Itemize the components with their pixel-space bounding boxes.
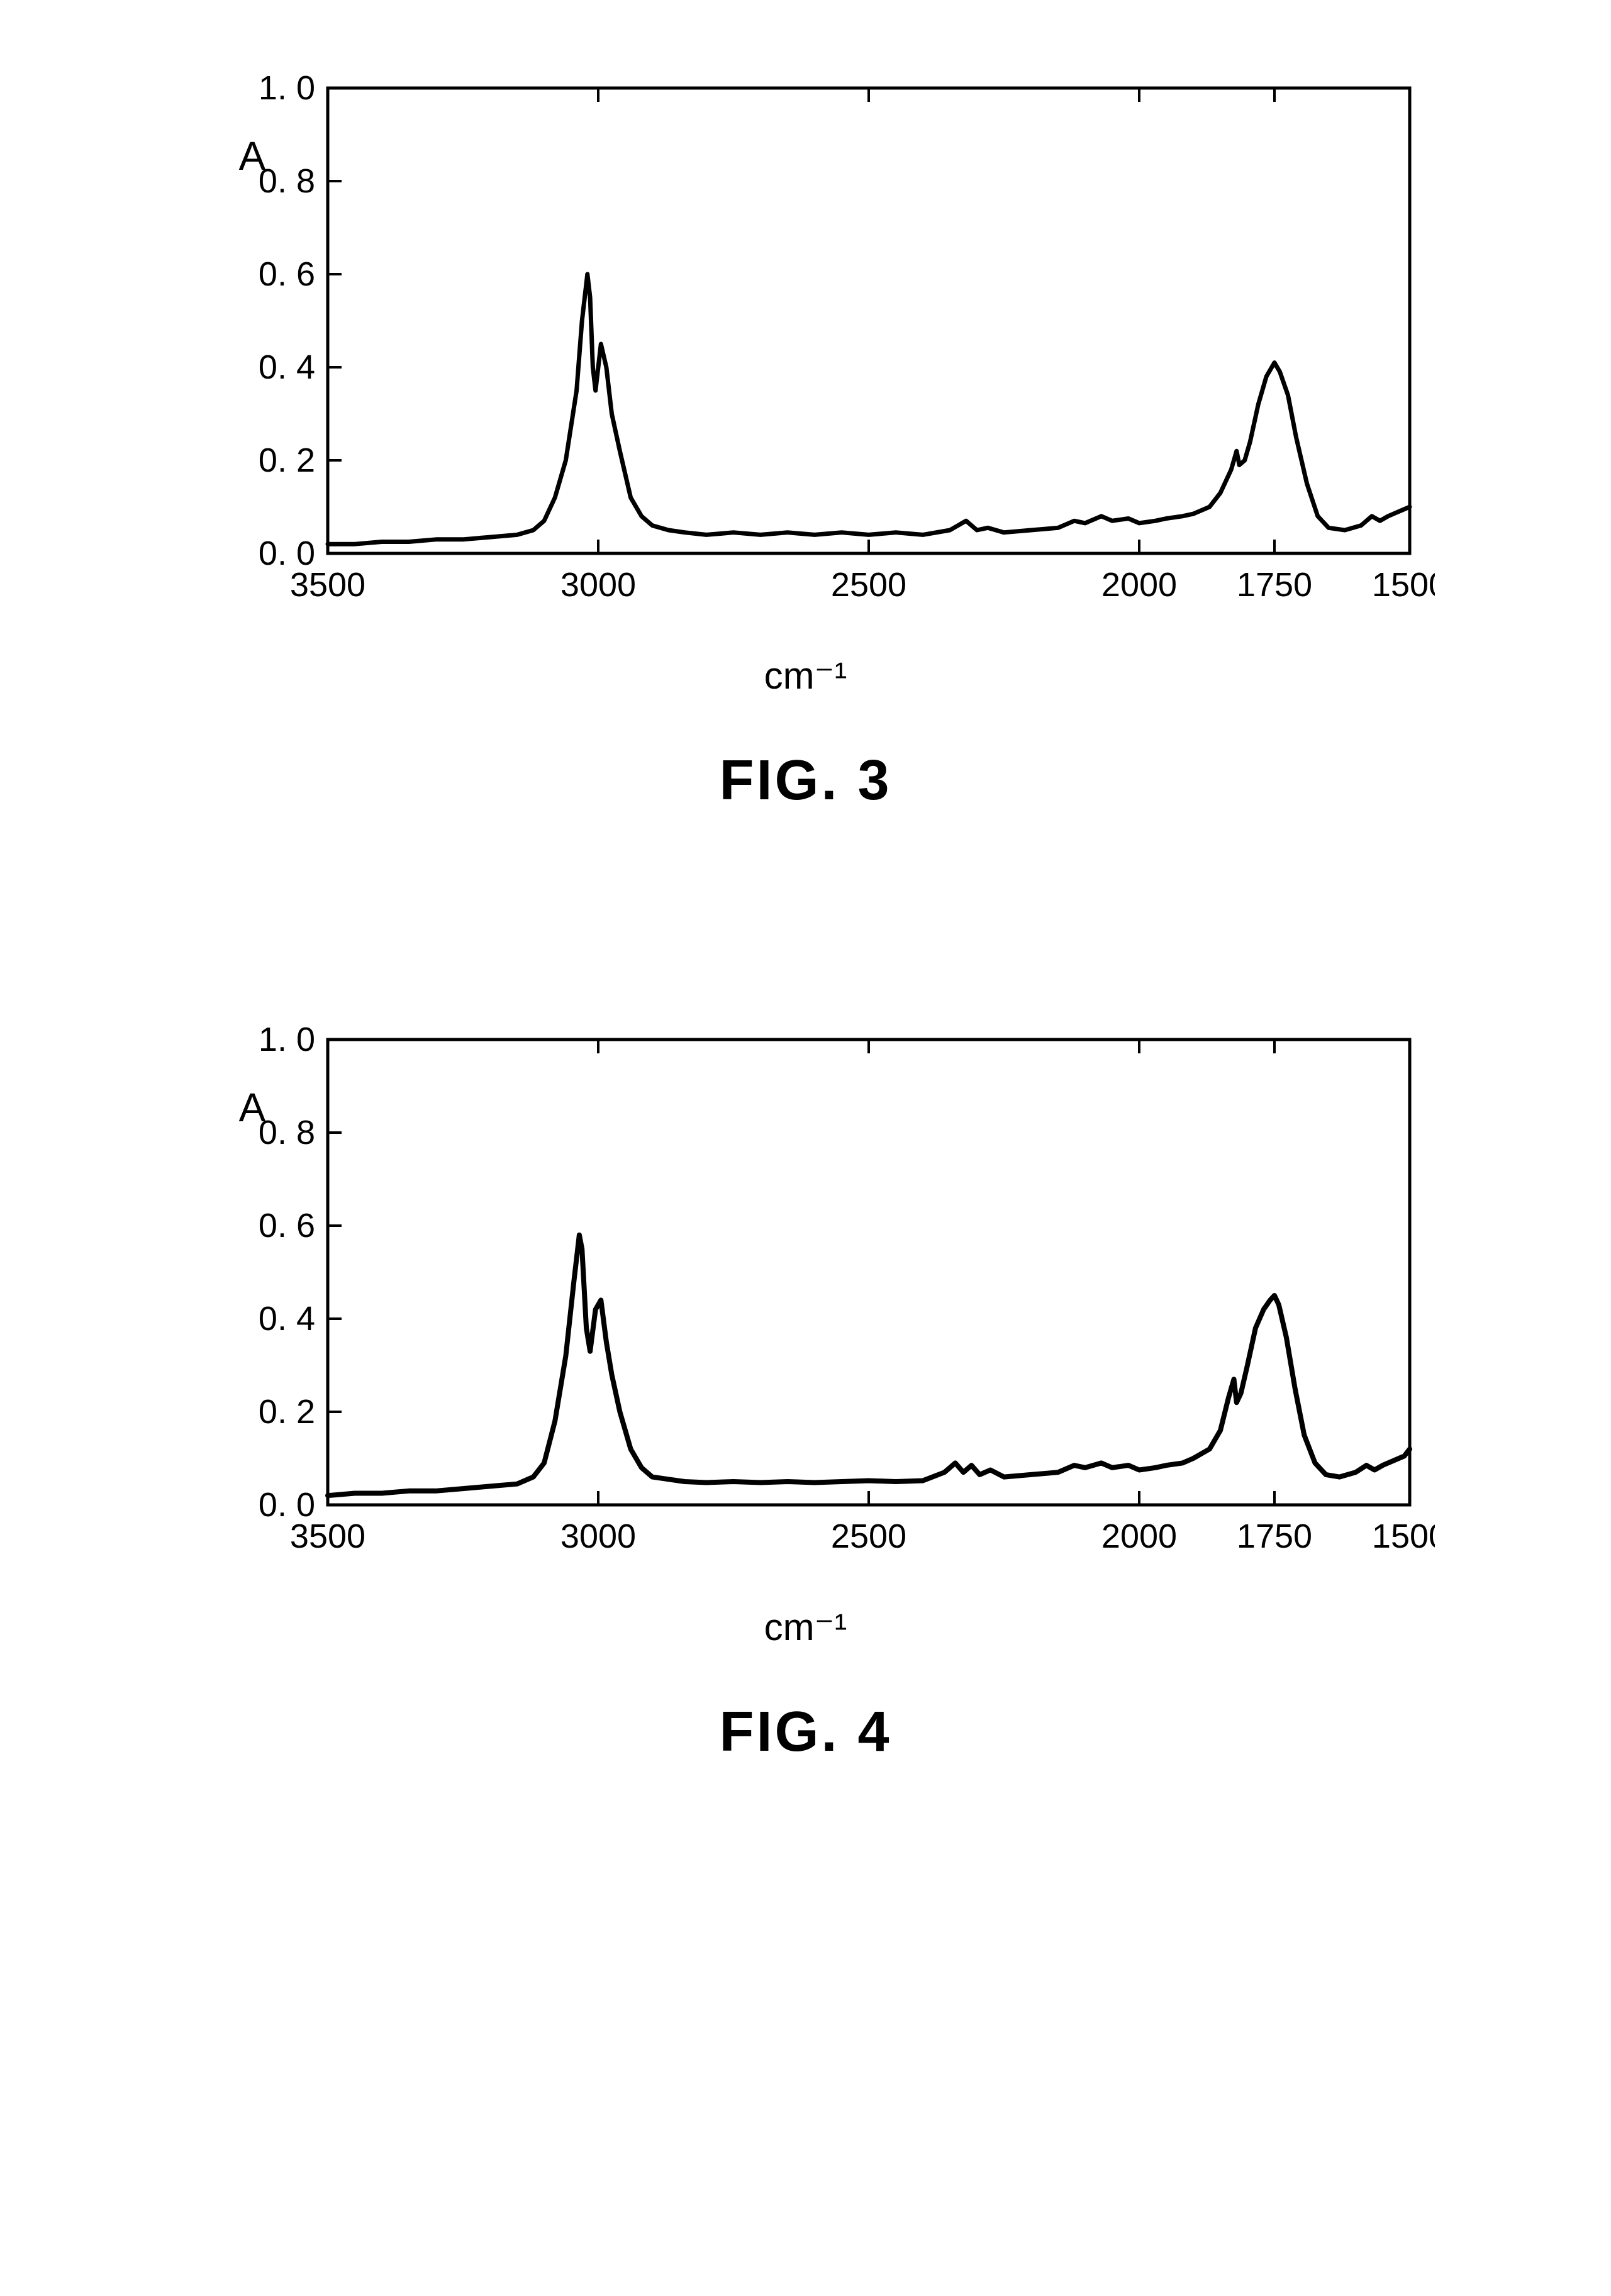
figure-caption: FIG. 4 <box>126 1700 1485 1765</box>
spectrum-chart: 3500300025002000175015000. 00. 20. 40. 6… <box>177 1014 1435 1580</box>
y-tick-label: 0. 8 <box>258 162 315 200</box>
x-axis-label: cm⁻¹ <box>126 1606 1485 1650</box>
y-tick-label: 0. 2 <box>258 1393 315 1431</box>
spectrum-chart: 3500300025002000175015000. 00. 20. 40. 6… <box>177 63 1435 629</box>
x-tick-label: 3000 <box>560 1517 635 1555</box>
x-tick-label: 2000 <box>1101 1517 1176 1555</box>
figure-caption: FIG. 3 <box>126 748 1485 813</box>
y-tick-label: 0. 6 <box>258 1207 315 1245</box>
x-tick-label: 2500 <box>830 1517 906 1555</box>
plot-frame <box>328 1040 1410 1505</box>
chart-container: 3500300025002000175015000. 00. 20. 40. 6… <box>177 1014 1435 1580</box>
x-tick-label: 2500 <box>830 566 906 604</box>
y-tick-label: 0. 2 <box>258 441 315 479</box>
y-tick-label: 0. 4 <box>258 348 315 386</box>
x-tick-label: 3000 <box>560 566 635 604</box>
y-axis-label: A <box>238 133 265 179</box>
x-tick-label: 1750 <box>1236 1517 1312 1555</box>
y-tick-label: 0. 4 <box>258 1300 315 1338</box>
chart-container: 3500300025002000175015000. 00. 20. 40. 6… <box>177 63 1435 629</box>
x-axis-label: cm⁻¹ <box>126 654 1485 698</box>
figure-block: 3500300025002000175015000. 00. 20. 40. 6… <box>126 63 1485 813</box>
y-axis-label: A <box>238 1085 265 1130</box>
x-tick-label: 1500 <box>1371 566 1434 604</box>
x-tick-label: 1500 <box>1371 1517 1434 1555</box>
x-tick-label: 2000 <box>1101 566 1176 604</box>
y-tick-label: 1. 0 <box>258 69 315 107</box>
plot-frame <box>328 88 1410 553</box>
y-tick-label: 0. 0 <box>258 535 315 572</box>
y-tick-label: 0. 0 <box>258 1486 315 1524</box>
spectrum-line <box>328 1235 1410 1495</box>
y-tick-label: 0. 6 <box>258 255 315 293</box>
figure-block: 3500300025002000175015000. 00. 20. 40. 6… <box>126 1014 1485 1765</box>
y-tick-label: 0. 8 <box>258 1114 315 1151</box>
spectrum-line <box>328 274 1410 544</box>
x-tick-label: 1750 <box>1236 566 1312 604</box>
y-tick-label: 1. 0 <box>258 1021 315 1058</box>
